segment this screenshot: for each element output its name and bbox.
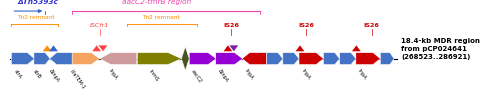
Polygon shape — [100, 53, 137, 65]
Text: strA: strA — [13, 68, 23, 79]
Text: ΔtnpA: ΔtnpA — [48, 68, 61, 83]
Polygon shape — [340, 53, 356, 65]
Polygon shape — [189, 53, 216, 65]
Text: IS26: IS26 — [298, 23, 314, 28]
Text: tnpA: tnpA — [108, 68, 118, 81]
Polygon shape — [242, 53, 266, 65]
Polygon shape — [324, 53, 340, 65]
Text: ΔtnpA: ΔtnpA — [216, 68, 229, 83]
Polygon shape — [138, 53, 182, 65]
Text: tnpA: tnpA — [244, 68, 254, 81]
Polygon shape — [266, 53, 283, 65]
Text: ΔTn5393c: ΔTn5393c — [17, 0, 58, 5]
Polygon shape — [356, 53, 380, 65]
Text: strB: strB — [32, 68, 42, 79]
Text: blaTEM-1: blaTEM-1 — [68, 68, 86, 90]
Text: aacC2-tmrB region: aacC2-tmrB region — [122, 0, 192, 5]
Polygon shape — [230, 45, 238, 51]
Polygon shape — [42, 45, 51, 51]
Polygon shape — [50, 53, 72, 65]
Polygon shape — [182, 47, 189, 71]
Polygon shape — [283, 53, 299, 65]
Text: Tn2 remnant: Tn2 remnant — [142, 15, 180, 20]
Polygon shape — [72, 53, 100, 65]
Text: tnpA: tnpA — [358, 68, 368, 81]
Polygon shape — [92, 45, 101, 51]
Polygon shape — [299, 53, 324, 65]
Polygon shape — [49, 45, 58, 51]
Text: aacC2: aacC2 — [190, 68, 202, 83]
Polygon shape — [352, 45, 360, 51]
Polygon shape — [380, 53, 394, 65]
Text: IS26: IS26 — [364, 23, 380, 28]
Polygon shape — [34, 53, 50, 65]
Text: tnpA: tnpA — [300, 68, 311, 81]
Text: tnmS: tnmS — [148, 68, 160, 82]
Text: IS26: IS26 — [224, 23, 240, 28]
Polygon shape — [12, 53, 34, 65]
Text: ISCfr1: ISCfr1 — [90, 23, 109, 28]
Polygon shape — [224, 45, 232, 51]
Text: 18.4-kb MDR region
from pCP024641
(268523..286921): 18.4-kb MDR region from pCP024641 (26852… — [401, 38, 480, 60]
Text: Tn2 remnant: Tn2 remnant — [16, 15, 54, 20]
Polygon shape — [98, 45, 108, 51]
Polygon shape — [216, 53, 242, 65]
Polygon shape — [296, 45, 304, 51]
